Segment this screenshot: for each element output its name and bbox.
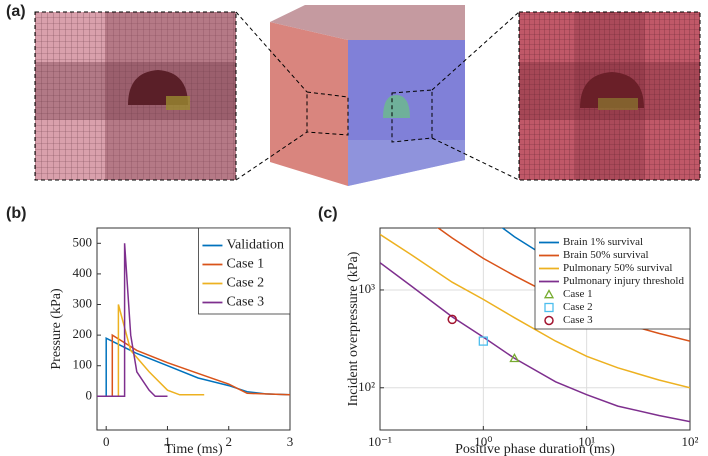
legend-label: Case 2 — [226, 276, 264, 291]
x-axis-label: Time (ms) — [164, 442, 223, 456]
legend-swatch — [544, 302, 554, 313]
legend-box — [534, 227, 691, 330]
legend-label: Pulmonary injury threshold — [563, 275, 684, 287]
x-tick-label: 10⁻¹ — [368, 434, 392, 449]
series-line — [97, 304, 205, 398]
plot-area — [97, 243, 290, 398]
legend: Validation Case 1 Case 2 Case 3 — [198, 227, 291, 315]
y-tick-label: 10³ — [358, 281, 375, 296]
marker — [509, 352, 520, 363]
x-tick-label: 2 — [225, 434, 232, 449]
domain-cube — [235, 5, 520, 186]
y-tick-label: 400 — [73, 265, 93, 280]
legend-label: Brain 50% survival — [563, 249, 649, 261]
legend-label: Case 2 — [563, 301, 593, 313]
series-line — [97, 333, 290, 398]
plot-frame — [96, 227, 291, 431]
legend-label: Case 1 — [226, 257, 264, 272]
x-tick-label: 10² — [682, 434, 699, 449]
x-tick-label: 10¹ — [578, 434, 595, 449]
series-line — [97, 336, 290, 398]
panel-label: (a) — [6, 3, 26, 20]
marker — [478, 336, 488, 346]
y-tick-label: 500 — [73, 234, 93, 249]
legend-box — [198, 227, 291, 315]
y-tick-label: 300 — [73, 295, 93, 310]
x-axis-label: Positive phase duration (ms) — [455, 442, 615, 456]
mesh-image-left — [34, 11, 237, 181]
x-tick-label: 1 — [164, 434, 171, 449]
legend-label: Case 3 — [563, 314, 593, 326]
x-tick-label: 3 — [287, 434, 294, 449]
legend-label: Validation — [226, 238, 284, 253]
legend-label: Brain 1% survival — [563, 236, 643, 248]
panel-label: (c) — [318, 205, 338, 222]
legend-label: Pulmonary 50% survival — [563, 262, 672, 274]
legend-swatch — [544, 315, 554, 326]
y-tick-label: 10² — [358, 379, 375, 394]
y-axis-label: Incident overpressure (kPa) — [346, 251, 361, 406]
legend-label: Case 1 — [563, 288, 593, 300]
mesh-image-right — [518, 11, 701, 181]
series-line — [97, 243, 168, 398]
y-tick-label: 200 — [73, 326, 93, 341]
marker — [447, 314, 457, 325]
y-tick-label: 100 — [73, 357, 93, 372]
series-line — [380, 262, 690, 423]
y-tick-label: 0 — [86, 387, 93, 402]
panel-label: (b) — [6, 205, 26, 222]
y-axis-label: Pressure (kPa) — [49, 288, 64, 370]
legend-label: Case 3 — [226, 295, 264, 310]
x-tick-label: 10⁰ — [474, 434, 492, 449]
x-tick-label: 0 — [103, 434, 110, 449]
legend-swatch — [543, 289, 555, 299]
